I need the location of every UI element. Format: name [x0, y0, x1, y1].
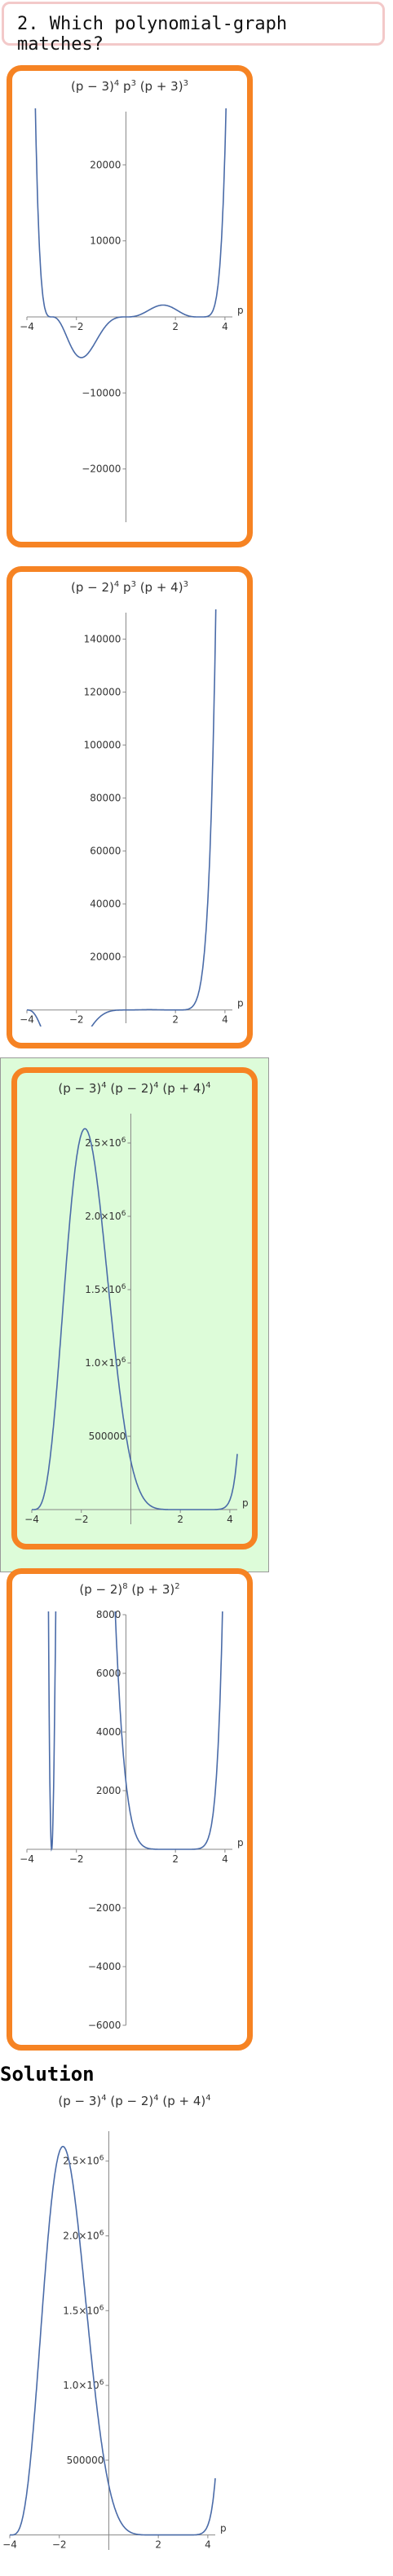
option-1-plot: −4 −2 2 4 −20000 −10000 10000 20000 p	[20, 108, 244, 522]
x-axis-label: p	[237, 1837, 244, 1848]
y-tick-label: 20000	[90, 159, 121, 170]
y-tick-label: 100000	[84, 740, 121, 751]
y-tick-label: 40000	[90, 899, 121, 910]
x-tick-label: −4	[20, 1014, 34, 1026]
x-tick-label: −4	[20, 321, 34, 332]
option-4-title: (p − 2)8 (p + 3)2	[79, 1582, 180, 1597]
y-tick-label: 2.0×106	[85, 1210, 126, 1222]
x-tick-label: 4	[222, 1853, 228, 1865]
y-tick-label: 1.0×106	[85, 1356, 126, 1369]
solution-heading: Solution	[0, 2063, 95, 2086]
x-tick-label: 4	[205, 2539, 211, 2551]
y-tick-label: 2.0×106	[63, 2230, 104, 2242]
y-tick-label: 4000	[96, 1726, 121, 1738]
option-card-2[interactable]: (p − 2)4 p3 (p + 4)3 −4 −2 2 4 20000 40000 600…	[7, 566, 253, 1048]
y-tick-label: 1.0×106	[63, 2379, 104, 2391]
x-tick-label: −4	[3, 2539, 17, 2551]
solution-plot: −4 −2 2 4 500000 1.0×106 1.5×106 2.0×106 2.5×106…	[3, 2131, 227, 2551]
x-axis-label: p	[220, 2523, 227, 2534]
polynomial-curve	[34, 108, 227, 358]
y-tick-label: 500000	[89, 1431, 126, 1442]
y-tick-label: 10000	[90, 235, 121, 247]
y-tick-label: 2000	[96, 1785, 121, 1796]
polynomial-curve	[32, 1128, 238, 1510]
x-tick-label: −2	[69, 321, 84, 332]
y-tick-label: −10000	[82, 387, 121, 398]
x-axis-label: p	[237, 998, 244, 1009]
y-tick-label: −2000	[88, 1902, 121, 1914]
x-tick-label: 4	[222, 1014, 228, 1026]
x-tick-label: −4	[20, 1853, 34, 1865]
y-tick-label: 80000	[90, 793, 121, 804]
option-1-title: (p − 3)4 p3 (p + 3)3	[71, 79, 188, 94]
y-tick-label: −6000	[88, 2020, 121, 2031]
option-4-plot: −4 −2 2 4 −6000 −4000 −2000 2000 4000 6000 8000 p	[20, 1609, 244, 2031]
y-tick-label: 140000	[84, 634, 121, 645]
y-tick-label: 120000	[84, 687, 121, 698]
x-axis-label: p	[242, 1497, 249, 1509]
x-tick-label: 4	[222, 321, 228, 332]
solution-plot-title: (p − 3)4 (p − 2)4 (p + 4)4	[58, 2094, 211, 2108]
x-tick-label: 4	[227, 1514, 233, 1525]
option-3-title: (p − 3)4 (p − 2)4 (p + 4)4	[58, 1081, 211, 1096]
x-tick-label: 2	[172, 1014, 179, 1026]
y-tick-label: −20000	[82, 464, 121, 475]
y-tick-label: 1.5×106	[63, 2304, 104, 2316]
x-tick-label: 2	[155, 2539, 161, 2551]
x-tick-label: −2	[69, 1853, 84, 1865]
polynomial-curve	[27, 609, 217, 1026]
polynomial-curve	[10, 2146, 216, 2536]
y-tick-label: 8000	[96, 1609, 121, 1620]
y-tick-label: 2.5×106	[85, 1136, 126, 1149]
option-card-1[interactable]: (p − 3)4 p3 (p + 3)3 −4 −2 2 4 −20000 −10000 1…	[7, 65, 253, 547]
x-tick-label: 2	[172, 1853, 179, 1865]
y-tick-label: 20000	[90, 952, 121, 963]
x-axis-label: p	[237, 305, 244, 316]
y-tick-label: 500000	[67, 2455, 104, 2466]
option-card-3[interactable]: (p − 3)4 (p − 2)4 (p + 4)4 −4 −2 2 4 500000 1…	[11, 1067, 258, 1550]
question-text: 2. Which polynomial‐graph matches?	[17, 14, 288, 55]
x-tick-label: −4	[25, 1514, 39, 1525]
y-tick-label: 60000	[90, 846, 121, 857]
question-header: 2. Which polynomial‐graph matches?	[2, 2, 385, 55]
y-tick-label: 2.5×106	[63, 2155, 104, 2167]
x-tick-label: −2	[52, 2539, 67, 2551]
polynomial-curve	[47, 1611, 223, 1852]
x-tick-label: −2	[74, 1514, 89, 1525]
y-tick-label: −4000	[88, 1961, 121, 1972]
option-2-title: (p − 2)4 p3 (p + 4)3	[71, 580, 188, 595]
y-tick-label: 1.5×106	[85, 1283, 126, 1295]
x-tick-label: 2	[177, 1514, 183, 1525]
option-card-4[interactable]: (p − 2)8 (p + 3)2 −4 −2 2 4 −6000 −4000 −2000 2…	[7, 1568, 253, 2051]
option-2-plot: −4 −2 2 4 20000 40000 60000 80000 100000 120000 14…	[20, 609, 244, 1026]
x-tick-label: 2	[172, 321, 179, 332]
x-tick-label: −2	[69, 1014, 84, 1026]
option-3-plot: −4 −2 2 4 500000 1.0×106 1.5×106 2.0×106 2.5×106…	[25, 1114, 249, 1525]
y-tick-label: 6000	[96, 1668, 121, 1679]
